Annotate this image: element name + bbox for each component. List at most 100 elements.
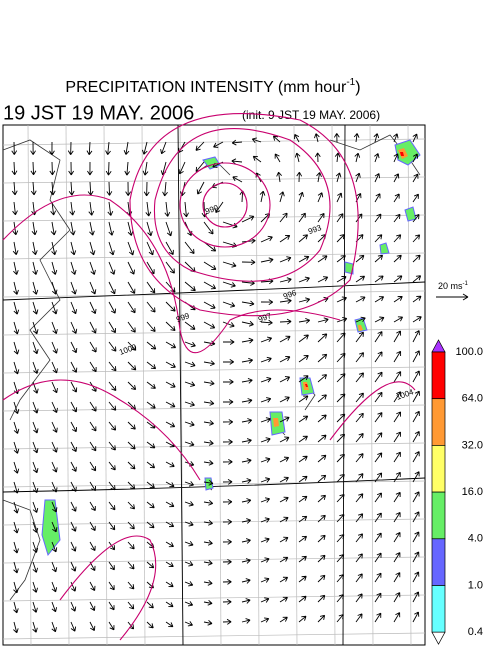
wind-arrow: [127, 581, 135, 590]
grid-line: [2, 214, 426, 222]
wind-arrow: [51, 601, 58, 613]
wind-arrow: [165, 621, 174, 628]
wind-arrow: [317, 414, 327, 423]
wind-arrow: [298, 515, 308, 523]
wind-arrow: [13, 421, 20, 434]
wind-arrow: [241, 438, 252, 444]
wind-arrow: [279, 536, 289, 543]
wind-arrow: [317, 474, 327, 483]
wind-arrow: [165, 481, 175, 488]
wind-arrow: [89, 581, 96, 591]
wind-arrow: [241, 458, 252, 464]
wind-arrow: [89, 261, 96, 275]
wind-arrow: [355, 613, 363, 623]
wind-arrow: [272, 135, 281, 143]
wind-arrow: [51, 461, 58, 473]
wind-arrow: [294, 152, 301, 163]
wind-arrow: [298, 395, 309, 403]
wind-arrow: [108, 221, 114, 236]
wind-arrow: [11, 181, 18, 196]
wind-arrow: [162, 181, 168, 197]
colorbar-label: 100.0: [455, 346, 483, 358]
wind-arrow: [49, 141, 55, 155]
wind-arrow: [146, 481, 155, 489]
wind-arrow: [12, 201, 18, 216]
wind-arrow: [51, 281, 58, 295]
wind-arrow: [222, 281, 236, 288]
wind-arrow: [50, 201, 57, 216]
wind-arrow: [412, 591, 420, 603]
wind-arrow: [184, 281, 196, 292]
wind-arrow: [89, 221, 95, 236]
wind-arrow: [279, 596, 288, 603]
wind-arrow: [13, 461, 20, 474]
wind-arrow: [51, 541, 58, 553]
wind-arrow: [412, 511, 420, 523]
wind-arrow: [165, 241, 174, 255]
wind-arrow: [165, 221, 173, 237]
wind-arrow: [260, 299, 274, 305]
wind-arrow: [298, 595, 307, 603]
wind-arrow: [146, 461, 156, 469]
wind-arrow: [336, 255, 346, 263]
wind-arrow: [260, 417, 271, 423]
wind-arrow: [355, 316, 366, 323]
wind-arrow: [317, 317, 329, 323]
wind-arrow: [241, 538, 251, 544]
wind-arrow: [50, 221, 57, 236]
wind-arrow: [222, 261, 237, 268]
wind-arrow: [108, 401, 117, 411]
wind-arrow: [222, 339, 235, 345]
wind-arrow: [317, 594, 326, 603]
wind-arrow: [146, 441, 156, 449]
wind-arrow: [393, 491, 401, 503]
wind-arrow: [89, 601, 96, 611]
wind-arrow: [69, 221, 76, 236]
wind-arrow: [87, 161, 93, 176]
wind-arrow: [70, 581, 77, 592]
wind-arrow: [374, 391, 383, 403]
wind-arrow: [184, 341, 196, 348]
wind-arrow: [183, 201, 189, 218]
wind-arrow: [70, 441, 77, 453]
wind-arrow: [127, 541, 135, 550]
wind-arrow: [51, 241, 57, 256]
wind-arrow: [146, 501, 155, 509]
wind-arrow: [32, 521, 39, 533]
wind-arrow: [70, 281, 77, 295]
wind-arrow: [260, 336, 273, 343]
wind-arrow: [108, 381, 117, 392]
wind-arrow: [298, 234, 308, 243]
wind-arrow: [298, 212, 306, 223]
wind-arrow: [51, 401, 58, 413]
grid-line: [2, 442, 426, 450]
wind-arrow: [222, 538, 232, 545]
wind-arrow: [51, 261, 58, 275]
wind-arrow: [260, 257, 274, 264]
wind-arrow: [412, 234, 421, 243]
wind-arrow: [298, 455, 308, 463]
wind-arrow: [374, 234, 383, 243]
wind-arrow: [374, 612, 382, 623]
wind-arrow: [374, 432, 383, 443]
wind-arrow: [279, 576, 289, 583]
wind-arrow: [412, 295, 422, 303]
wind-arrow: [260, 477, 271, 483]
wind-arrow: [412, 491, 420, 503]
wind-arrow: [412, 153, 419, 163]
wind-arrow: [317, 353, 328, 363]
wind-arrow: [106, 181, 113, 196]
wind-arrow: [412, 390, 420, 403]
wind-arrow: [374, 472, 383, 483]
wind-arrow: [298, 435, 308, 443]
wind-arrow: [11, 141, 18, 155]
colorbar-box: [431, 585, 446, 633]
wind-arrow: [108, 501, 116, 511]
wind-arrow: [317, 614, 326, 623]
wind-arrow: [89, 461, 97, 472]
wind-arrow: [222, 301, 236, 308]
wind-arrow: [412, 431, 420, 443]
wind-arrow: [314, 152, 321, 163]
wind-arrow: [105, 141, 111, 155]
